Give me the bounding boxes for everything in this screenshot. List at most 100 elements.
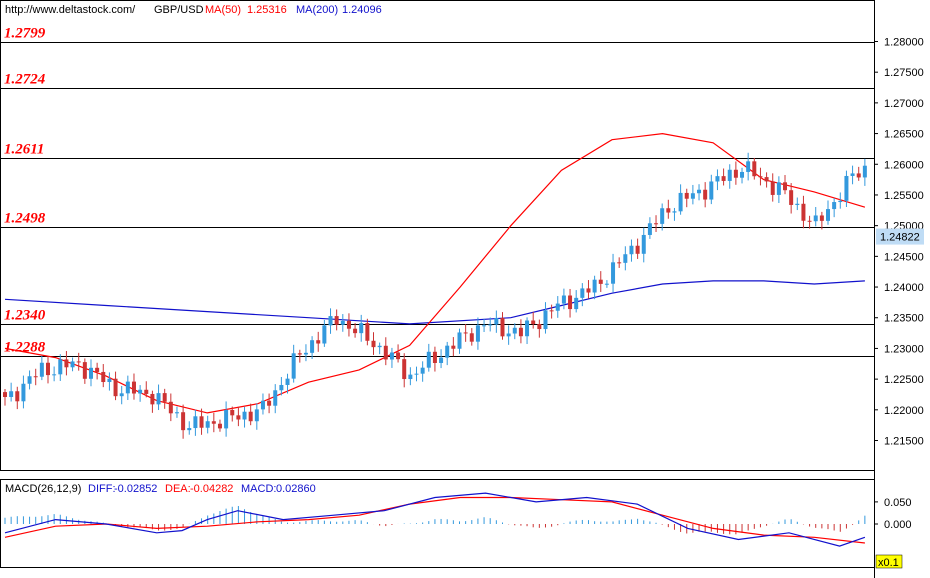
candle [224,401,229,437]
candle [789,183,794,214]
candle [230,406,235,422]
candle [488,317,493,332]
macd-axis: 0.050 0.000 [874,497,912,531]
candle [334,309,339,331]
candle [193,409,198,436]
candle [21,375,26,409]
candle [285,373,290,394]
level-label-1: 1.2724 [4,72,46,88]
candle [537,319,542,338]
candle [752,157,757,180]
candle [310,336,315,360]
candle [236,406,241,427]
dea-legend-value: -0.04282 [190,483,233,495]
candle [33,368,38,386]
candle [156,384,161,411]
candle [832,198,837,218]
candle [549,304,554,319]
dea-legend-label: DEA: [165,483,191,495]
candle [684,188,689,208]
candle [690,184,695,205]
candle [727,164,732,189]
candle [70,357,75,372]
candle [733,161,738,185]
candlestick-series [3,152,867,439]
diff-line [4,492,866,547]
candle [617,257,622,268]
candle [635,238,640,259]
candle [703,182,708,208]
candle [199,408,204,435]
candle [666,199,671,219]
candle [138,385,143,402]
candle [267,393,272,414]
candle [641,227,646,263]
candle [365,318,370,346]
candle [598,271,603,292]
candle [592,275,597,300]
macd-tick-label-0: 0.050 [884,497,912,509]
candle [371,332,376,355]
candle [76,352,81,371]
candle [15,386,20,410]
candle [525,317,530,345]
candle [783,175,788,195]
candle [813,207,818,227]
candle [561,288,566,310]
candle [807,215,812,229]
candle [414,366,419,382]
price-tick-label-8: 1.24000 [884,282,924,294]
candle [518,319,523,344]
candle [408,367,413,386]
price-tick-label-3: 1.26500 [884,129,924,141]
candle [88,359,93,387]
current-price-label: 1.24822 [880,232,920,244]
candle [604,280,609,288]
price-tick-label-10: 1.23000 [884,343,924,355]
candle [844,170,849,208]
candle [58,354,63,381]
candle [144,381,149,398]
macd-legend-value: 0.02860 [276,483,316,495]
candle [482,318,487,333]
candle [574,290,579,313]
ma200-legend-value: 1.24096 [342,4,382,16]
candle [303,344,308,362]
candle [297,349,302,363]
ma50-path [4,132,866,414]
level-label-4: 1.2340 [4,308,46,324]
candle [27,370,32,390]
ma200-line [4,280,865,325]
price-tick-label-7: 1.24500 [884,251,924,263]
candle [211,412,216,433]
candle [838,192,843,209]
candle [52,366,57,382]
candle [396,344,401,363]
candle [500,312,505,340]
price-tick-label-0: 1.28000 [884,36,924,48]
candle [660,203,665,231]
candle [113,371,118,401]
candle [131,373,136,400]
candle [568,288,573,318]
candle [862,158,867,186]
candle [463,324,468,342]
level-label-2: 1.2611 [4,142,44,158]
candle [64,351,69,376]
candle [623,246,628,271]
candle [187,421,192,435]
macd-panel-frame [0,479,875,568]
candle [174,406,179,418]
dea-path [4,496,865,544]
candle [322,319,327,347]
ma50-legend-value: 1.25316 [247,4,287,16]
macd-legend-label: MACD: [241,483,276,495]
candle [445,341,450,366]
candle [389,347,394,368]
dea-line [4,496,865,544]
candle [328,308,333,334]
candle [101,364,106,388]
macd-histogram [4,506,866,535]
candle [776,176,781,204]
candle [273,384,278,414]
